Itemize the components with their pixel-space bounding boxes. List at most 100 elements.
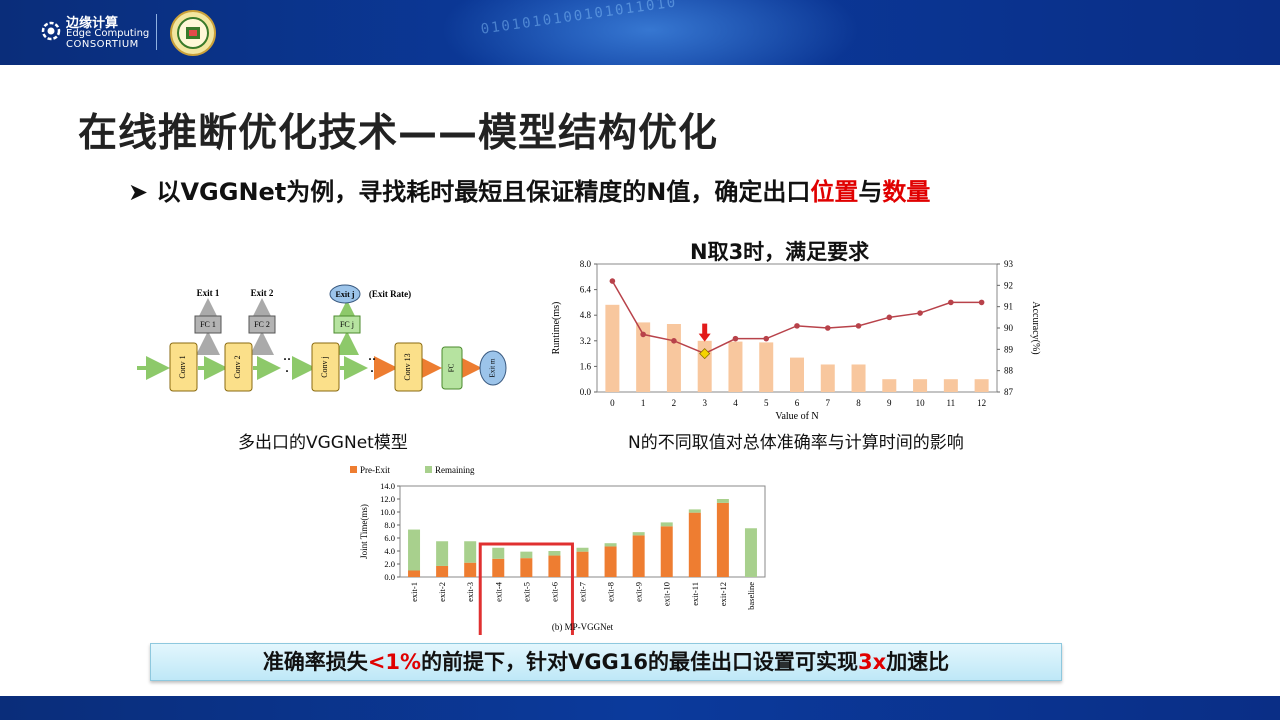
edge-computing-logo: 边缘计算 Edge Computing CONSORTIUM xyxy=(38,12,158,52)
exit-j-label: Exit j xyxy=(336,290,355,299)
x-tick-label: exit-10 xyxy=(662,582,672,606)
exit-1-label: Exit 1 xyxy=(197,288,220,298)
accuracy-point xyxy=(671,338,677,344)
logo-divider xyxy=(156,14,157,50)
accuracy-point xyxy=(978,299,985,306)
bullet-marker-icon: ➤ xyxy=(128,178,149,206)
conclusion-banner: 准确率损失<1%的前提下，针对VGG16的最佳出口设置可实现3x加速比 xyxy=(150,643,1062,681)
legend-label-pre-exit: Pre-Exit xyxy=(360,465,390,475)
right-tick-label: 88 xyxy=(1004,366,1014,376)
x-tick-label: exit-12 xyxy=(718,582,728,606)
exit-j-node: Exit j xyxy=(329,284,361,304)
conv-13-label: Conv 13 xyxy=(403,353,412,380)
pre-exit-bar xyxy=(576,551,589,577)
remaining-bar xyxy=(408,529,421,571)
pre-exit-bar xyxy=(688,512,701,577)
header-glow xyxy=(440,0,860,65)
runtime-bar xyxy=(636,322,651,392)
accuracy-point xyxy=(794,323,800,329)
y-tick-label: 12.0 xyxy=(380,494,395,504)
x-tick-label: 6 xyxy=(795,398,800,408)
legend-swatch-pre-exit xyxy=(350,466,357,473)
x-tick-label: baseline xyxy=(746,582,756,610)
ellipsis-dots: ·· xyxy=(283,352,291,366)
fc-1-node: FC 1 xyxy=(194,315,222,334)
accuracy-point xyxy=(824,325,831,331)
remaining-bar xyxy=(436,541,449,566)
conclusion-speedup: 3x xyxy=(858,650,887,674)
left-tick-label: 1.6 xyxy=(580,361,592,371)
left-tick-label: 0.0 xyxy=(580,387,592,397)
bullet-point: ➤ 以VGGNet为例，寻找耗时最短且保证精度的N值，确定出口位置与数量 xyxy=(128,172,930,207)
remaining-bar xyxy=(548,551,561,556)
fc-2-label: FC 2 xyxy=(254,320,270,329)
right-axis-title: Accuracy(%) xyxy=(1030,301,1041,354)
left-tick-label: 3.2 xyxy=(580,336,591,346)
right-tick-label: 93 xyxy=(1004,259,1014,269)
runtime-bar xyxy=(728,341,743,392)
conv-2-label: Conv 2 xyxy=(233,355,242,378)
x-tick-label: 9 xyxy=(887,398,892,408)
logo-en-text-1: Edge Computing xyxy=(66,28,150,39)
highlight-arrow-icon xyxy=(698,333,711,342)
runtime-bar xyxy=(882,379,897,392)
x-tick-label: 1 xyxy=(641,398,646,408)
runtime-bar xyxy=(820,364,835,392)
x-tick-label: 3 xyxy=(702,398,707,408)
legend-swatch-remaining xyxy=(425,466,432,473)
conclusion-middle: 的前提下，针对VGG16的最佳出口设置可实现 xyxy=(421,650,859,674)
y-tick-label: 8.0 xyxy=(384,520,395,530)
y-tick-label: 14.0 xyxy=(380,481,395,491)
runtime-bar xyxy=(851,364,866,392)
logo-cn-text: 边缘计算 xyxy=(66,16,119,31)
fc-label: FC xyxy=(448,363,456,372)
x-tick-label: 2 xyxy=(672,398,677,408)
fc-node: FC xyxy=(441,346,463,390)
fc-j-node: FC j xyxy=(333,315,361,334)
x-tick-label: exit-3 xyxy=(465,582,475,602)
pre-exit-bar xyxy=(604,546,617,577)
conv-j-node: Conv j xyxy=(311,342,340,392)
y-tick-label: 6.0 xyxy=(384,533,395,543)
conv-j-label: Conv j xyxy=(320,356,329,378)
pre-exit-bar xyxy=(660,526,673,577)
ellipsis-dots: · xyxy=(370,364,374,378)
x-tick-label: 10 xyxy=(916,398,926,408)
conv-13-node: Conv 13 xyxy=(394,342,423,392)
x-tick-label: 7 xyxy=(826,398,831,408)
runtime-bar xyxy=(943,379,958,392)
accuracy-point xyxy=(917,310,923,316)
conv-1-label: Conv 1 xyxy=(178,355,187,378)
runtime-bar xyxy=(605,304,620,392)
page-title: 在线推断优化技术——模型结构优化 xyxy=(78,111,719,156)
legend-label-remaining: Remaining xyxy=(435,465,475,475)
right-tick-label: 92 xyxy=(1004,280,1013,290)
university-seal-icon xyxy=(170,10,216,56)
exit-m-label: Exit m xyxy=(489,358,497,377)
runtime-bar xyxy=(790,357,804,392)
vggnet-multi-exit-diagram: Conv 1 Conv 2 Conv j Conv 13 FC Exit m F… xyxy=(137,284,507,392)
remaining-bar xyxy=(604,543,617,547)
accuracy-point xyxy=(886,314,893,321)
highlight-box xyxy=(478,542,574,635)
x-tick-label: exit-2 xyxy=(437,582,447,602)
left-tick-label: 4.8 xyxy=(580,310,592,320)
accuracy-point xyxy=(855,323,862,329)
x-tick-label: 0 xyxy=(610,398,615,408)
x-tick-label: exit-11 xyxy=(690,582,700,606)
remaining-bar xyxy=(464,541,477,563)
accuracy-point xyxy=(609,278,616,284)
right-tick-label: 91 xyxy=(1004,302,1013,312)
runtime-bar xyxy=(974,379,989,392)
logo-en-text-2: CONSORTIUM xyxy=(66,39,139,50)
remaining-bar xyxy=(576,547,589,552)
remaining-bar xyxy=(744,528,757,577)
right-tick-label: 87 xyxy=(1004,387,1014,397)
diagram-caption: 多出口的VGGNet模型 xyxy=(238,433,408,453)
x-tick-label: exit-5 xyxy=(521,582,531,602)
chart-top-caption: N的不同取值对总体准确率与计算时间的影响 xyxy=(628,433,964,453)
y-tick-label: 10.0 xyxy=(380,507,395,517)
x-tick-label: exit-4 xyxy=(493,581,503,602)
y-axis-title: Joint Time(ms) xyxy=(359,504,369,559)
